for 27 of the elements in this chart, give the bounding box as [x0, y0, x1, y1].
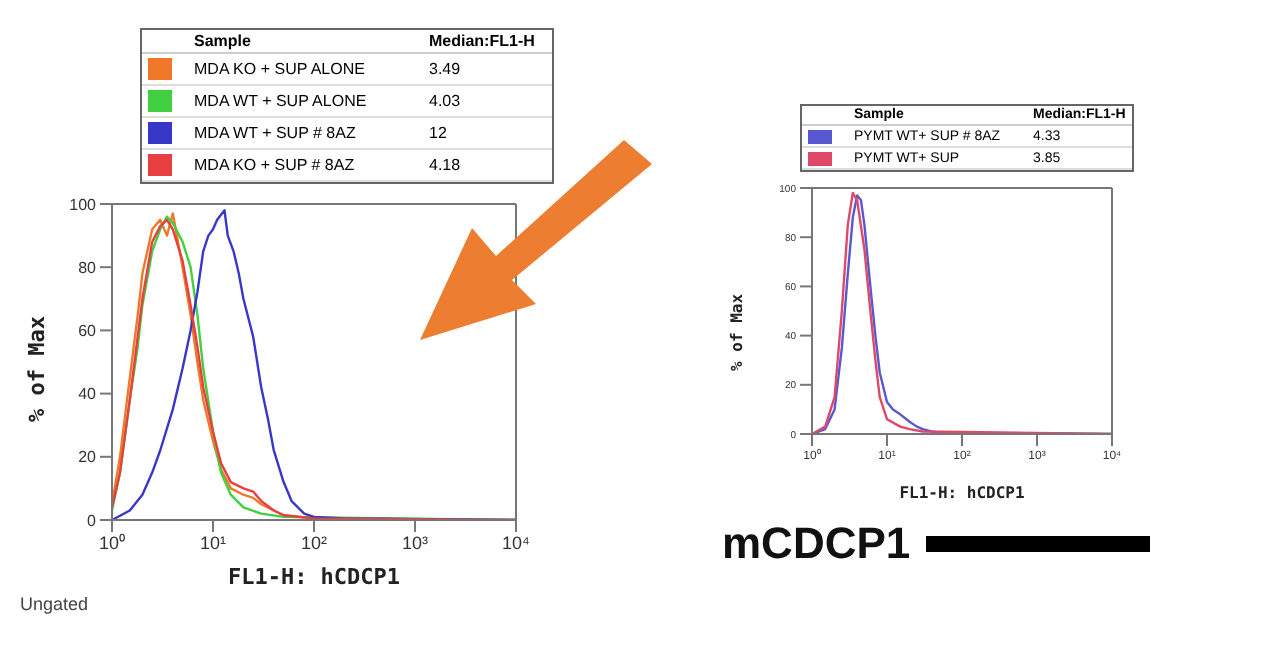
text: Median:FL1-H — [429, 32, 537, 50]
legend-label: MDA KO + SUP # 8AZ — [194, 156, 357, 174]
text: 4.03 — [429, 92, 463, 110]
x-axis-title: FL1-H: hCDCP1 — [899, 484, 1025, 502]
x-tick-label: 10⁰ — [98, 532, 126, 553]
x-axis-title: FL1-H: hCDCP1 — [227, 564, 401, 590]
y-tick-label: 60 — [78, 322, 98, 341]
text: mCDCP1 — [722, 518, 911, 570]
y-axis-title: % of Max — [727, 293, 746, 371]
text: 3.49 — [429, 60, 463, 78]
y-axis-title: % of Max — [23, 315, 50, 422]
text: 4.18 — [429, 156, 463, 174]
x-tick-label: 10¹ — [199, 532, 227, 553]
legend-title: Sample — [194, 32, 253, 50]
y-tick-label: 40 — [78, 385, 98, 404]
text: Ungated — [20, 594, 89, 614]
x-tick-label: 10³ — [401, 532, 429, 553]
y-tick-label: 80 — [78, 258, 98, 277]
y-tick-label: 100 — [69, 195, 98, 214]
y-tick-label: 20 — [78, 448, 98, 467]
y-tick-label: 0 — [87, 511, 98, 530]
legend-label: MDA WT + SUP ALONE — [194, 92, 369, 110]
legend-label: MDA WT + SUP # 8AZ — [194, 124, 358, 142]
x-tick-label: 10⁴ — [502, 532, 531, 553]
legend-label: MDA KO + SUP ALONE — [194, 60, 367, 78]
x-tick-label: 10² — [300, 532, 328, 553]
text: 12 — [429, 124, 449, 142]
